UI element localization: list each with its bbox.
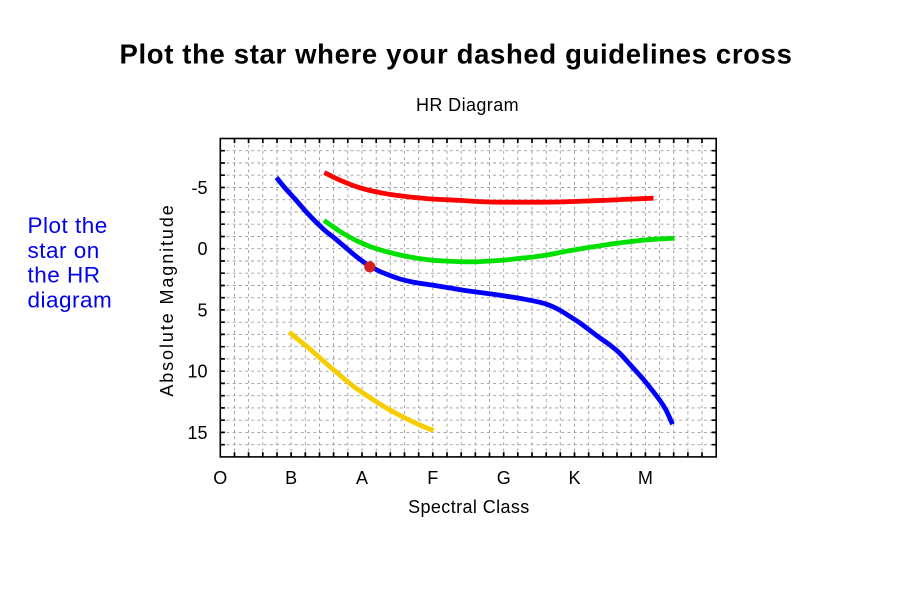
svg-text:A: A bbox=[356, 468, 368, 488]
svg-text:HR Diagram: HR Diagram bbox=[416, 95, 519, 115]
svg-text:K: K bbox=[568, 468, 580, 488]
svg-text:O: O bbox=[213, 468, 227, 488]
svg-text:0: 0 bbox=[197, 239, 207, 259]
svg-text:F: F bbox=[427, 468, 438, 488]
svg-text:10: 10 bbox=[187, 362, 207, 382]
svg-text:Plot the: Plot the bbox=[28, 213, 108, 238]
svg-text:Spectral Class: Spectral Class bbox=[408, 497, 530, 517]
svg-text:15: 15 bbox=[187, 423, 207, 443]
svg-text:Plot the star where your dashe: Plot the star where your dashed guidelin… bbox=[119, 39, 792, 70]
svg-text:G: G bbox=[497, 468, 511, 488]
svg-text:diagram: diagram bbox=[28, 287, 113, 312]
svg-text:B: B bbox=[285, 468, 297, 488]
svg-text:5: 5 bbox=[197, 300, 207, 320]
svg-text:M: M bbox=[638, 468, 653, 488]
svg-text:the HR: the HR bbox=[28, 263, 101, 288]
svg-text:Absolute Magnitude: Absolute Magnitude bbox=[157, 203, 177, 396]
svg-text:-5: -5 bbox=[191, 178, 207, 198]
svg-text:star on: star on bbox=[28, 238, 100, 263]
